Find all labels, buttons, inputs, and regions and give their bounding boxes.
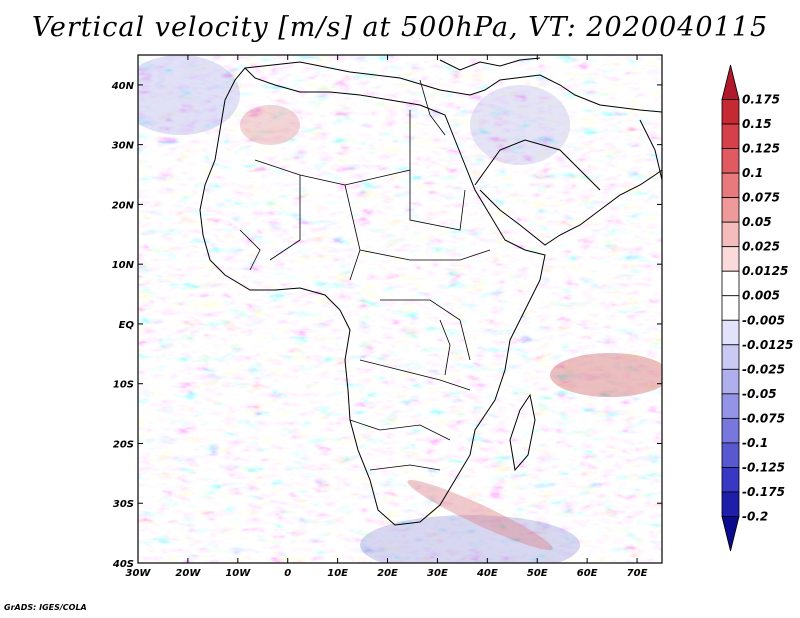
- colorbar-label: 0.0125: [742, 264, 788, 278]
- map-frame: 30W 20W 10W 0 10E 20E 30E 40E 50E 60E 70E 40N 30N 20…: [111, 54, 663, 579]
- lon-label: 30E: [427, 568, 448, 579]
- lat-label: 40N: [111, 81, 135, 92]
- lon-label: 30W: [126, 568, 152, 579]
- colorbar-label: 0.1: [742, 166, 763, 180]
- lon-label: 50E: [527, 568, 548, 579]
- lat-label: 30N: [112, 141, 135, 152]
- lat-label: 10N: [112, 260, 135, 271]
- colorbar-label: 0.125: [742, 142, 780, 156]
- colorbar-swatch: [721, 197, 740, 223]
- colorbar-swatch: [721, 246, 740, 272]
- lon-label: 60E: [577, 568, 598, 579]
- colorbar-label: -0.1: [742, 436, 768, 450]
- colorbar-label: 0.175: [742, 93, 780, 107]
- colorbar-swatch: [721, 148, 740, 174]
- lat-label: 30S: [113, 499, 134, 510]
- colorbar-label: -0.025: [742, 362, 785, 376]
- y-tick-labels: 40N 30N 20N 10N EQ 10S 20S 30S 40S: [111, 81, 135, 570]
- lon-label: 20W: [175, 568, 201, 579]
- colorbar-swatch: [721, 295, 740, 321]
- lat-label: 10S: [113, 380, 134, 391]
- colorbar-swatch: [721, 491, 740, 517]
- colorbar-label: -0.05: [742, 387, 777, 401]
- colorbar-label: 0.15: [742, 117, 772, 131]
- lat-label: 20N: [112, 200, 135, 211]
- colorbar-swatch: [721, 319, 740, 346]
- colorbar-swatch: [721, 99, 740, 125]
- lon-label: 10W: [225, 568, 251, 579]
- colorbar-swatch: [721, 393, 740, 419]
- colorbar-swatch: [721, 221, 740, 248]
- lat-label: EQ: [119, 320, 135, 331]
- colorbar-label: 0.05: [742, 215, 772, 229]
- colorbar-swatch: [721, 123, 740, 149]
- colorbar-label: -0.2: [742, 509, 768, 523]
- x-tick-marks: [137, 55, 638, 563]
- lat-label: 20S: [113, 439, 134, 450]
- credit-label: GrADS: IGES/COLA: [4, 603, 87, 612]
- colorbar-swatch: [721, 344, 740, 370]
- x-tick-labels: 30W 20W 10W 0 10E 20E 30E 40E 50E 60E 70E: [126, 568, 648, 579]
- colorbar-swatch: [721, 64, 740, 100]
- lon-label: 40E: [476, 568, 498, 579]
- colorbar-swatch: [721, 270, 740, 297]
- colorbar-label: 0.025: [742, 240, 780, 254]
- lon-label: 70E: [627, 568, 648, 579]
- colorbar-swatch: [721, 442, 740, 468]
- colorbar-label: -0.125: [742, 460, 785, 474]
- lon-label: 10E: [327, 568, 348, 579]
- velocity-field: [138, 55, 662, 563]
- lon-label: 20E: [377, 568, 398, 579]
- colorbar-swatch: [721, 516, 740, 552]
- colorbar-swatch: [721, 368, 740, 395]
- lon-label: 0: [284, 568, 291, 579]
- colorbar-label: 0.005: [742, 289, 780, 303]
- colorbar-label: -0.005: [742, 313, 785, 327]
- colorbar-label: -0.0125: [742, 338, 793, 352]
- country-borders: [239, 79, 491, 471]
- colorbar-label: -0.175: [742, 485, 785, 499]
- colorbar-swatch: [721, 172, 740, 199]
- y-tick-marks: [138, 84, 662, 564]
- map-title: Vertical velocity [m/s] at 500hPa, VT: 2…: [31, 12, 769, 43]
- colorbar-label: -0.075: [742, 411, 785, 425]
- colorbar-label: 0.075: [742, 191, 780, 205]
- lat-label: 40S: [112, 559, 134, 570]
- colorbar: 0.175 0.15 0.125 0.1 0.075 0.05 0.025 0.0125 0.0…: [721, 64, 793, 552]
- coastlines: [199, 57, 662, 526]
- colorbar-swatch: [721, 417, 740, 444]
- colorbar-swatch: [721, 467, 740, 493]
